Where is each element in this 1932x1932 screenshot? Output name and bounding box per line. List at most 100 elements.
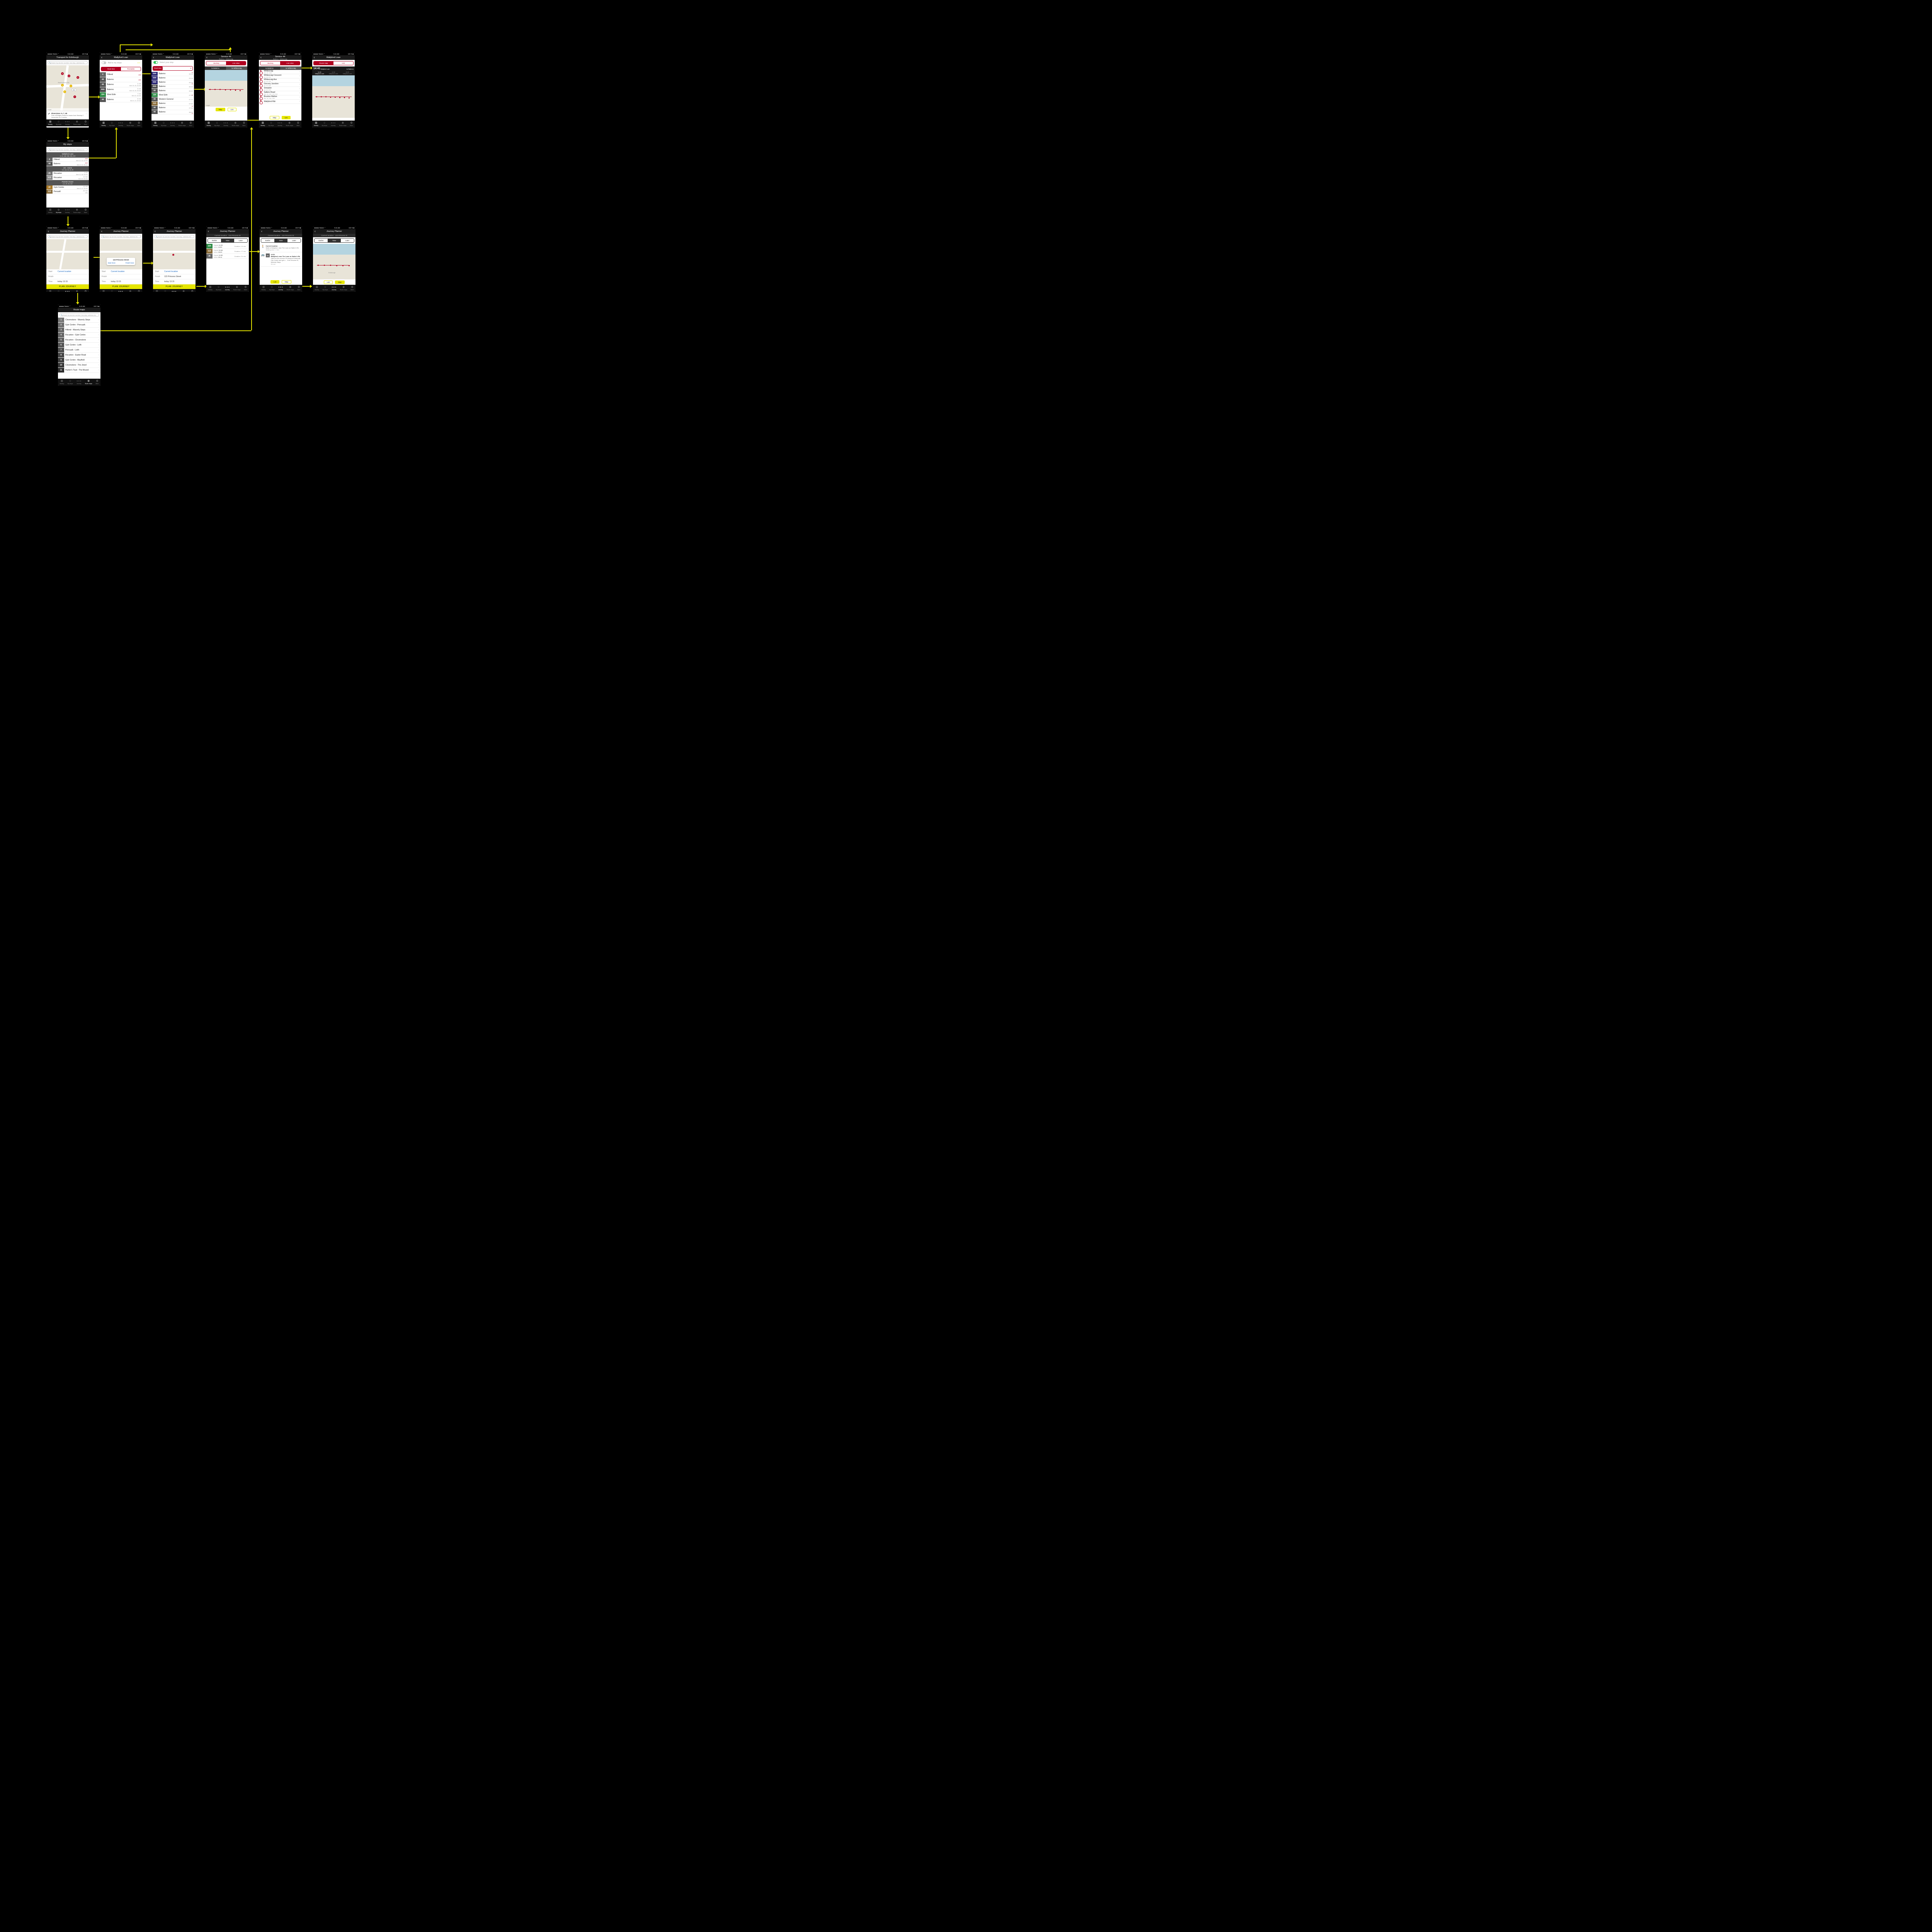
search-input[interactable]: 🔍 Search by service number, bus stop, ad… — [154, 235, 194, 238]
map-pin[interactable]: 7 — [73, 95, 76, 98]
departure-row[interactable]: 44A Balerno 06:33 — [151, 85, 194, 89]
finish-field[interactable]: Finish — [100, 274, 142, 279]
list-button[interactable]: List — [270, 280, 279, 284]
time-tabs[interactable]: Earlier Now Later — [207, 238, 248, 243]
route-row[interactable]: 5 Riccarton - Clovenstone › — [58, 338, 100, 343]
tab-journey[interactable]: ∘∘∘Journey — [225, 286, 230, 291]
tab-nearby[interactable]: ⊞Nearby — [153, 122, 157, 126]
tab-journey[interactable]: ∘∘∘Journey — [277, 122, 282, 126]
plan-journey-button[interactable]: PLAN JOURNEY — [100, 284, 142, 289]
tab-routemaps[interactable]: ⊗Route maps — [127, 122, 134, 126]
jp-map[interactable]: • — [153, 239, 196, 269]
search-input[interactable]: 🔍 Search by service number, bus stop, ad… — [101, 235, 141, 238]
tab-journey[interactable]: ∘∘∘Journey — [278, 286, 283, 291]
list-button[interactable]: List — [282, 116, 291, 119]
alert-banner[interactable]: ↱ Diversions: 5, 7, 49 Part of Bridges c… — [46, 111, 89, 119]
tab-nearby[interactable]: ⊞Nearby — [60, 380, 64, 384]
tab-journey[interactable]: ∘∘∘Journey — [172, 290, 177, 292]
stop-row[interactable]: Brunton WaltonMU, 44, X44, X44 › — [259, 95, 301, 100]
tab-journey[interactable]: ∘∘∘Journey — [223, 122, 228, 126]
map-button[interactable]: Map — [216, 108, 225, 111]
tab-mystops[interactable]: ☆My stops — [323, 286, 328, 291]
tab-journey[interactable]: ∘∘∘Journey — [65, 121, 70, 125]
stop-row[interactable]: Smeaton44, 44, 104 › — [259, 87, 301, 91]
stop-group-header[interactable]: Wallyford Loan4, 44, 44A, N44, 104, 113 — [46, 152, 89, 158]
start-field[interactable]: StartCurrent location — [46, 269, 89, 274]
tab-journey[interactable]: ∘∘∘Journey — [65, 290, 70, 292]
departure-row[interactable]: N44 Balerno 03:18 — [151, 76, 194, 80]
tab-nearby[interactable]: ⊞Nearby — [48, 290, 52, 292]
tab-journey[interactable]: ∘∘∘Journey — [331, 122, 336, 126]
back-button[interactable]: ‹ — [206, 56, 207, 59]
map-button[interactable]: Map — [270, 116, 279, 119]
tab-routemaps[interactable]: ⊗Route maps — [73, 290, 81, 292]
stop-group-header[interactable]: Parents House3, 4, 22, 34, 113 — [46, 180, 89, 185]
hour-scrubber[interactable]: 00··06··12··18·23 — [192, 72, 194, 114]
departure-row[interactable]: 104 West Edin 07:20 — [151, 93, 194, 97]
back-button[interactable]: ‹ — [155, 230, 156, 233]
map-pin[interactable]: 5 — [61, 72, 64, 75]
tab-nearby[interactable]: ⊞Nearby — [48, 121, 52, 125]
route-row[interactable]: 6 Gyle Centre - Leith › — [58, 343, 100, 348]
tab-nearby[interactable]: ⊞Nearby — [208, 286, 212, 291]
departure-row[interactable]: 44 Balerno duethen 5, 10, 15 min — [46, 162, 89, 166]
departure-row[interactable]: 113 Balerno 07:50 — [151, 102, 194, 106]
departure-row[interactable]: 4 Hillend due — [100, 72, 142, 77]
tab-mystops[interactable]: ☆My stops — [56, 121, 61, 125]
route-row[interactable]: 10 Clovenstone - The Jewel › — [58, 363, 100, 368]
map-pin[interactable]: 1 — [70, 85, 72, 87]
search-input[interactable]: 🔍 Search by service number, bus stop, ad… — [48, 61, 88, 64]
tab-routemaps[interactable]: ⊗Route maps — [339, 122, 347, 126]
tab-routemaps[interactable]: ⊗Route maps — [179, 122, 186, 126]
tab-mystops[interactable]: ☆My stops — [109, 290, 115, 292]
stop-group-header[interactable]: Uni · Home3, 5, 16, 19, 16, 29 — [46, 166, 89, 172]
tab-journey[interactable]: ∘∘∘Journey — [118, 122, 123, 126]
start-field[interactable]: StartCurrent location — [100, 269, 142, 274]
tab-more[interactable]: ⚙More — [244, 286, 247, 291]
tab-mystops[interactable]: ☆My stops — [269, 122, 274, 126]
jp-result-row[interactable]: 26 Depart 14:50 Arrive 15:14 Duration: 2… — [206, 254, 249, 259]
tab-mystops[interactable]: ☆My stops — [322, 122, 327, 126]
tab-routemaps[interactable]: ⊗Route maps — [286, 122, 293, 126]
journey-liveview-tabs[interactable]: JourneyLive view — [260, 61, 300, 65]
map-nearby[interactable]: Bannermann Rd 5 3 2 4 1 6 7 A1 Legal — [46, 65, 89, 111]
jp-result-map[interactable]: Edinburgh — [313, 244, 355, 279]
tab-journey[interactable]: ∘∘∘Journey — [332, 286, 337, 291]
departure-row[interactable]: 44 Balerno 07:54 — [151, 106, 194, 110]
tab-more[interactable]: ⚙More — [296, 122, 299, 126]
stop-row[interactable]: Wallyford Rbt › — [259, 100, 301, 104]
tab-journey[interactable]: ∘∘∘Journey — [77, 380, 82, 384]
time-field[interactable]: Timetoday 13:15 — [153, 279, 196, 284]
tab-mystops[interactable]: ☆My stops — [163, 290, 168, 292]
tab-more[interactable]: ⚙More — [95, 380, 99, 384]
tab-nearby[interactable]: ⊞Nearby — [48, 209, 52, 213]
departure-row[interactable]: 44 Balerno 8 minthen 5, 10, 15 min — [100, 97, 142, 102]
departure-row[interactable]: 44 Balerno 06:52 — [151, 89, 194, 93]
tab-mystops[interactable]: ☆My stops — [269, 286, 275, 291]
route-row[interactable]: 3 Hillend - Waverly Steps › — [58, 328, 100, 333]
map-pin[interactable]: 3 — [68, 75, 70, 77]
direction-bar[interactable]: to Balerno to Whitecraig — [205, 66, 247, 70]
tab-routemaps[interactable]: ⊗Route maps — [85, 380, 92, 384]
list-button[interactable]: List — [228, 108, 236, 111]
tab-more[interactable]: ⚙More — [350, 122, 353, 126]
route-row[interactable]: 2 Gyle Centre - Pencuaik › — [58, 323, 100, 328]
search-input[interactable]: 🔍 Search by service number, bus stop, ad… — [48, 148, 88, 151]
jp-map[interactable]: 123 Princess Street Start here Finish he… — [100, 239, 142, 269]
departure-row[interactable]: 44 Balerno 4 minthen 15, 30, 44 min — [100, 82, 142, 87]
tab-nearby[interactable]: ⊞Nearby — [155, 290, 159, 292]
back-button[interactable]: ‹ — [314, 56, 315, 59]
departure-chip[interactable]: 14:49Wallyford Loan — [313, 71, 326, 75]
tab-routemaps[interactable]: ⊗Route maps — [232, 122, 239, 126]
tab-mystops[interactable]: ☆My stops — [56, 290, 61, 292]
tab-nearby[interactable]: ⊞Nearby — [260, 122, 265, 126]
tab-more[interactable]: ⚙More — [137, 122, 140, 126]
back-button[interactable]: ‹ — [101, 56, 102, 59]
departure-chip[interactable]: 14:50Wallyford Loan — [327, 71, 340, 75]
stop-row[interactable]: Whitecraig Ave44, 44, 104 › — [259, 78, 301, 83]
tab-routemaps[interactable]: ⊗Route maps — [73, 121, 81, 125]
departure-row[interactable]: 4 Hillend duethen 22, 32, 42 min — [46, 158, 89, 162]
tab-routemaps[interactable]: ⊗Route maps — [233, 286, 241, 291]
tab-nearby[interactable]: ⊞Nearby — [101, 122, 105, 126]
search-input[interactable]: 🔍 Search by service number, bus stop, ad… — [48, 235, 88, 238]
